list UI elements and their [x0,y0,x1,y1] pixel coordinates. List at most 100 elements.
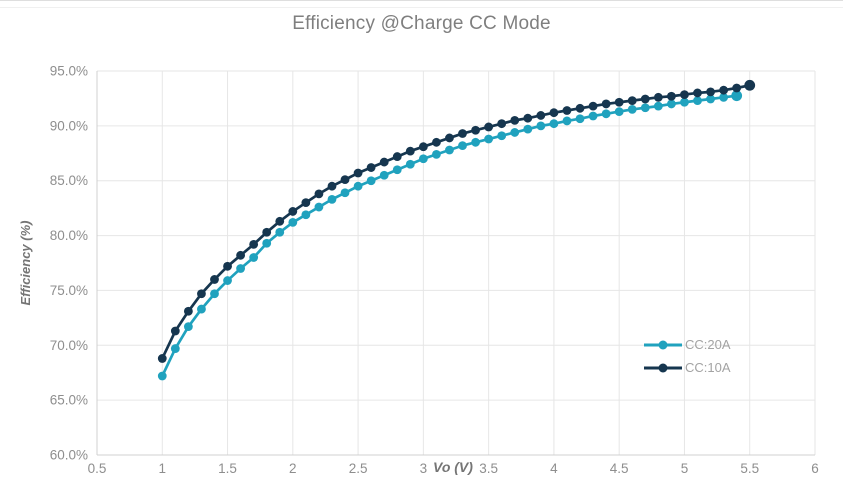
x-axis-title: Vo (V) [433,459,473,475]
data-point-marker [484,134,494,144]
data-point-marker [249,239,259,249]
data-point-marker [223,276,232,285]
legend: CC:20A CC:10A [644,333,731,379]
data-point-marker [562,116,572,126]
data-point-marker [197,304,206,314]
data-point-marker [170,344,180,353]
data-point-marker [418,154,428,164]
data-point-marker [392,152,402,161]
y-tick-label: 95.0% [50,64,88,79]
data-point-marker [314,202,324,212]
data-point-marker [575,103,585,113]
data-point-marker [744,79,756,91]
data-point-marker [301,198,311,208]
y-tick-label: 90.0% [50,118,88,133]
data-point-marker [288,218,298,227]
legend-label-cc10a: CC:10A [685,360,731,375]
legend-item-cc20a[interactable]: CC:20A [644,333,731,356]
data-point-marker [627,96,637,106]
data-point-marker [601,109,611,119]
y-tick-label: 75.0% [50,283,88,298]
data-point-marker [405,146,415,156]
data-point-marker [236,250,246,260]
x-tick-label: 0.5 [88,461,107,476]
data-point-marker [536,111,546,120]
data-point-marker [693,96,702,106]
data-point-marker [366,163,376,172]
data-point-marker [653,92,663,102]
data-point-marker [680,97,689,107]
window-top-border-inner [0,7,843,8]
data-point-marker [183,322,193,332]
data-point-marker [314,189,324,199]
data-point-marker [262,238,272,248]
x-tick-label: 3.5 [479,461,498,476]
data-point-marker [497,119,507,129]
y-tick-label: 85.0% [50,173,88,188]
data-point-marker [549,108,559,118]
data-point-marker [223,261,232,271]
data-point-marker [497,131,507,141]
x-tick-label: 6 [811,461,819,476]
data-point-marker [445,133,454,143]
y-tick-label: 65.0% [50,393,88,408]
data-point-marker [210,289,219,299]
data-point-marker [327,194,337,204]
data-point-marker [731,90,743,102]
chart-title: Efficiency @Charge CC Mode [292,13,551,34]
x-tick-label: 3 [420,461,428,476]
data-point-marker [719,92,729,102]
y-tick-label: 60.0% [50,448,88,463]
data-point-marker [458,141,467,151]
data-point-marker [327,181,337,191]
data-point-marker [157,354,167,363]
legend-item-cc10a[interactable]: CC:10A [644,356,731,379]
data-point-marker [471,137,480,147]
x-tick-label: 2.5 [349,461,368,476]
x-tick-label: 1.5 [218,461,237,476]
data-point-marker [288,207,298,216]
x-tick-label: 4.5 [610,461,629,476]
data-point-marker [340,188,350,198]
data-point-marker [562,106,572,115]
data-point-marker [249,253,259,262]
data-point-marker [510,115,520,125]
data-point-marker [157,371,167,381]
data-point-marker [236,264,246,273]
data-point-marker [379,157,389,167]
window-top-border [0,0,843,1]
data-point-marker [667,91,676,101]
data-point-marker [653,101,663,111]
data-point-marker [627,105,637,114]
data-point-marker [262,227,272,237]
data-point-marker [680,90,689,99]
data-point-marker [588,101,598,111]
data-point-marker [667,99,676,109]
data-point-marker [640,94,650,104]
x-tick-label: 1 [159,461,167,476]
legend-marker-cc20a [644,340,682,349]
data-point-marker [484,122,494,132]
x-tick-label: 2 [289,461,297,476]
data-point-marker [353,181,363,191]
data-point-marker [601,99,611,109]
data-point-marker [693,88,702,98]
data-point-marker [405,159,415,169]
data-point-marker [732,83,742,93]
data-point-marker [523,124,533,134]
data-point-marker [392,165,402,175]
x-tick-label: 4 [550,461,558,476]
series-line-CC:10A [161,83,751,360]
data-point-marker [640,103,650,113]
data-point-marker [719,85,729,95]
data-point-marker [379,170,389,180]
data-point-marker [471,125,480,135]
data-point-marker [523,113,533,123]
data-point-marker [275,227,285,237]
data-point-marker [536,121,546,131]
data-point-marker [197,289,206,299]
data-point-marker [614,107,624,116]
data-point-marker [418,142,428,152]
data-point-marker [445,145,454,155]
